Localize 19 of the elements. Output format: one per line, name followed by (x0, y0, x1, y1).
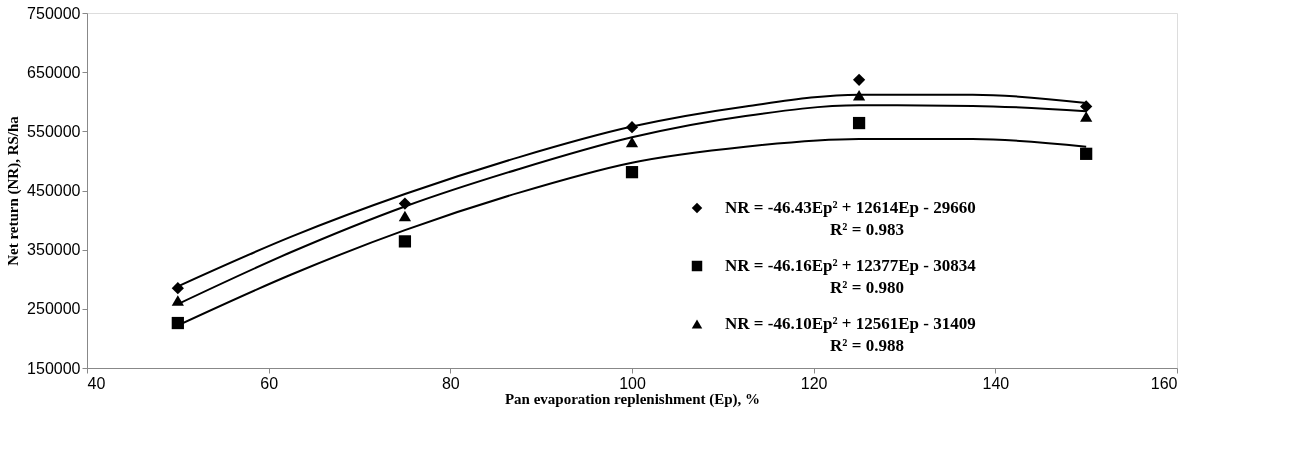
y-tick-label: 250000 (27, 300, 81, 318)
y-tick-label: 350000 (27, 241, 81, 259)
x-tick-label: 80 (441, 374, 460, 392)
y-tick-label: 650000 (27, 63, 81, 81)
legend-label: NR = -46.10Ep² + 12561Ep - 31409 R² = 0.988 (725, 314, 976, 355)
y-tick-label: 750000 (27, 4, 81, 22)
legend-label: NR = -46.16Ep² + 12377Ep - 30834 R² = 0.980 (725, 256, 977, 297)
x-tick-label: 140 (982, 374, 1010, 392)
x-tick-label: 160 (1150, 374, 1178, 392)
y-axis-title: Net return (NR), RS/ha (5, 115, 23, 266)
x-tick-label: 60 (260, 374, 279, 392)
legend-label: NR = -46.43Ep² + 12614Ep - 29660 R² = 0.983 (725, 198, 976, 239)
x-tick-label: 40 (87, 374, 106, 392)
y-tick-label: 450000 (27, 182, 81, 199)
y-tick-label: 150000 (27, 359, 81, 377)
x-tick-label: 100 (619, 374, 646, 392)
y-tick-label: 550000 (27, 122, 81, 140)
x-axis-title: Pan evaporation replenishment (Ep), % (504, 390, 761, 408)
x-tick-label: 120 (800, 374, 828, 392)
